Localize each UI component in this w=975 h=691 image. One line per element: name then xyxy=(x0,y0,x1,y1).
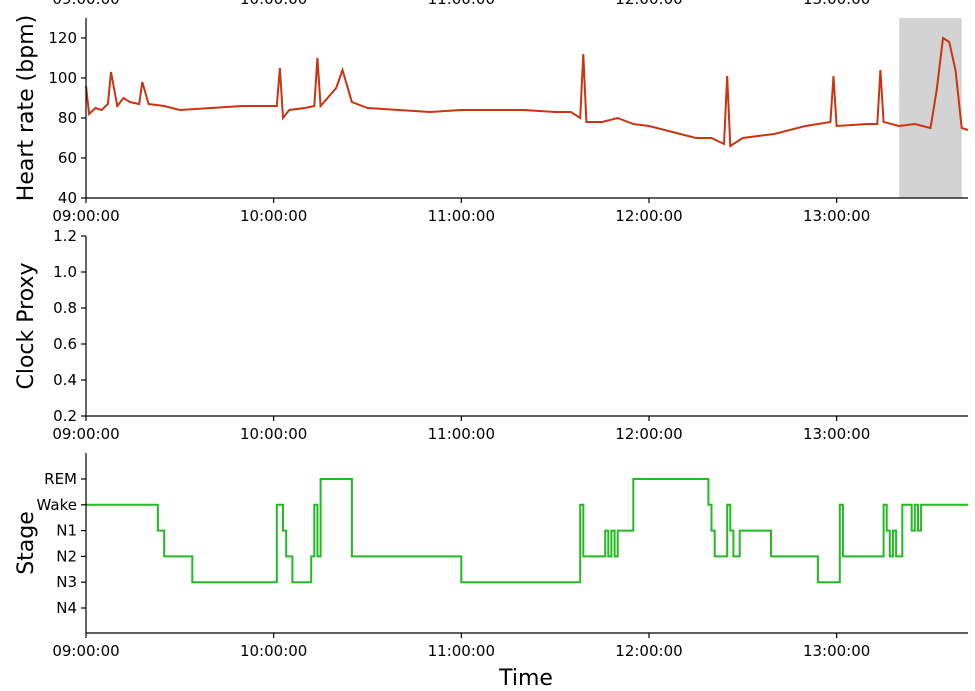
clock-proxy-axis-label: Clock Proxy xyxy=(14,262,39,389)
x-tick-label: 09:00:00 xyxy=(52,207,119,225)
y-category-label: N4 xyxy=(56,599,77,617)
y-tick-label: 120 xyxy=(48,29,77,47)
y-tick-label: 1.2 xyxy=(53,227,77,245)
x-tick-label: 13:00:00 xyxy=(803,207,870,225)
y-category-label: N3 xyxy=(56,573,77,591)
top-clipped-x-tick-label: 11:00:00 xyxy=(428,0,495,8)
stage-axis-label: Stage xyxy=(14,511,39,575)
x-tick-label: 09:00:00 xyxy=(52,642,119,660)
y-category-label: N2 xyxy=(56,547,77,565)
heart-rate-axis-label: Heart rate (bpm) xyxy=(14,15,39,201)
x-tick-label: 10:00:00 xyxy=(240,207,307,225)
x-tick-label: 11:00:00 xyxy=(428,207,495,225)
heart-rate-series-line xyxy=(85,36,969,148)
x-tick-label: 10:00:00 xyxy=(240,642,307,660)
highlight-band xyxy=(899,18,962,198)
sleep-stage-series-line xyxy=(86,478,968,584)
y-tick-label: 60 xyxy=(58,149,77,167)
x-tick-label: 11:00:00 xyxy=(428,425,495,443)
top-clipped-x-tick-label: 12:00:00 xyxy=(615,0,682,8)
top-clipped-x-tick-label: 13:00:00 xyxy=(803,0,870,8)
top-clipped-x-tick-label: 09:00:00 xyxy=(52,0,119,8)
y-category-label: N1 xyxy=(56,522,77,540)
x-tick-label: 09:00:00 xyxy=(52,425,119,443)
y-tick-label: 0.2 xyxy=(53,407,77,425)
x-tick-label: 12:00:00 xyxy=(615,425,682,443)
y-tick-label: 100 xyxy=(48,69,77,87)
y-tick-label: 0.8 xyxy=(53,299,77,317)
y-tick-label: 1.0 xyxy=(53,263,77,281)
y-category-label: Wake xyxy=(37,496,77,514)
x-tick-label: 13:00:00 xyxy=(803,425,870,443)
x-tick-label: 12:00:00 xyxy=(615,642,682,660)
y-category-label: REM xyxy=(44,470,77,488)
y-tick-label: 80 xyxy=(58,109,77,127)
y-tick-label: 40 xyxy=(58,189,77,207)
x-tick-label: 10:00:00 xyxy=(240,425,307,443)
x-tick-label: 12:00:00 xyxy=(615,207,682,225)
y-tick-label: 0.4 xyxy=(53,371,77,389)
time-axis-label: Time xyxy=(498,666,553,691)
x-tick-label: 13:00:00 xyxy=(803,642,870,660)
x-tick-label: 11:00:00 xyxy=(428,642,495,660)
y-tick-label: 0.6 xyxy=(53,335,77,353)
top-clipped-x-tick-label: 10:00:00 xyxy=(240,0,307,8)
